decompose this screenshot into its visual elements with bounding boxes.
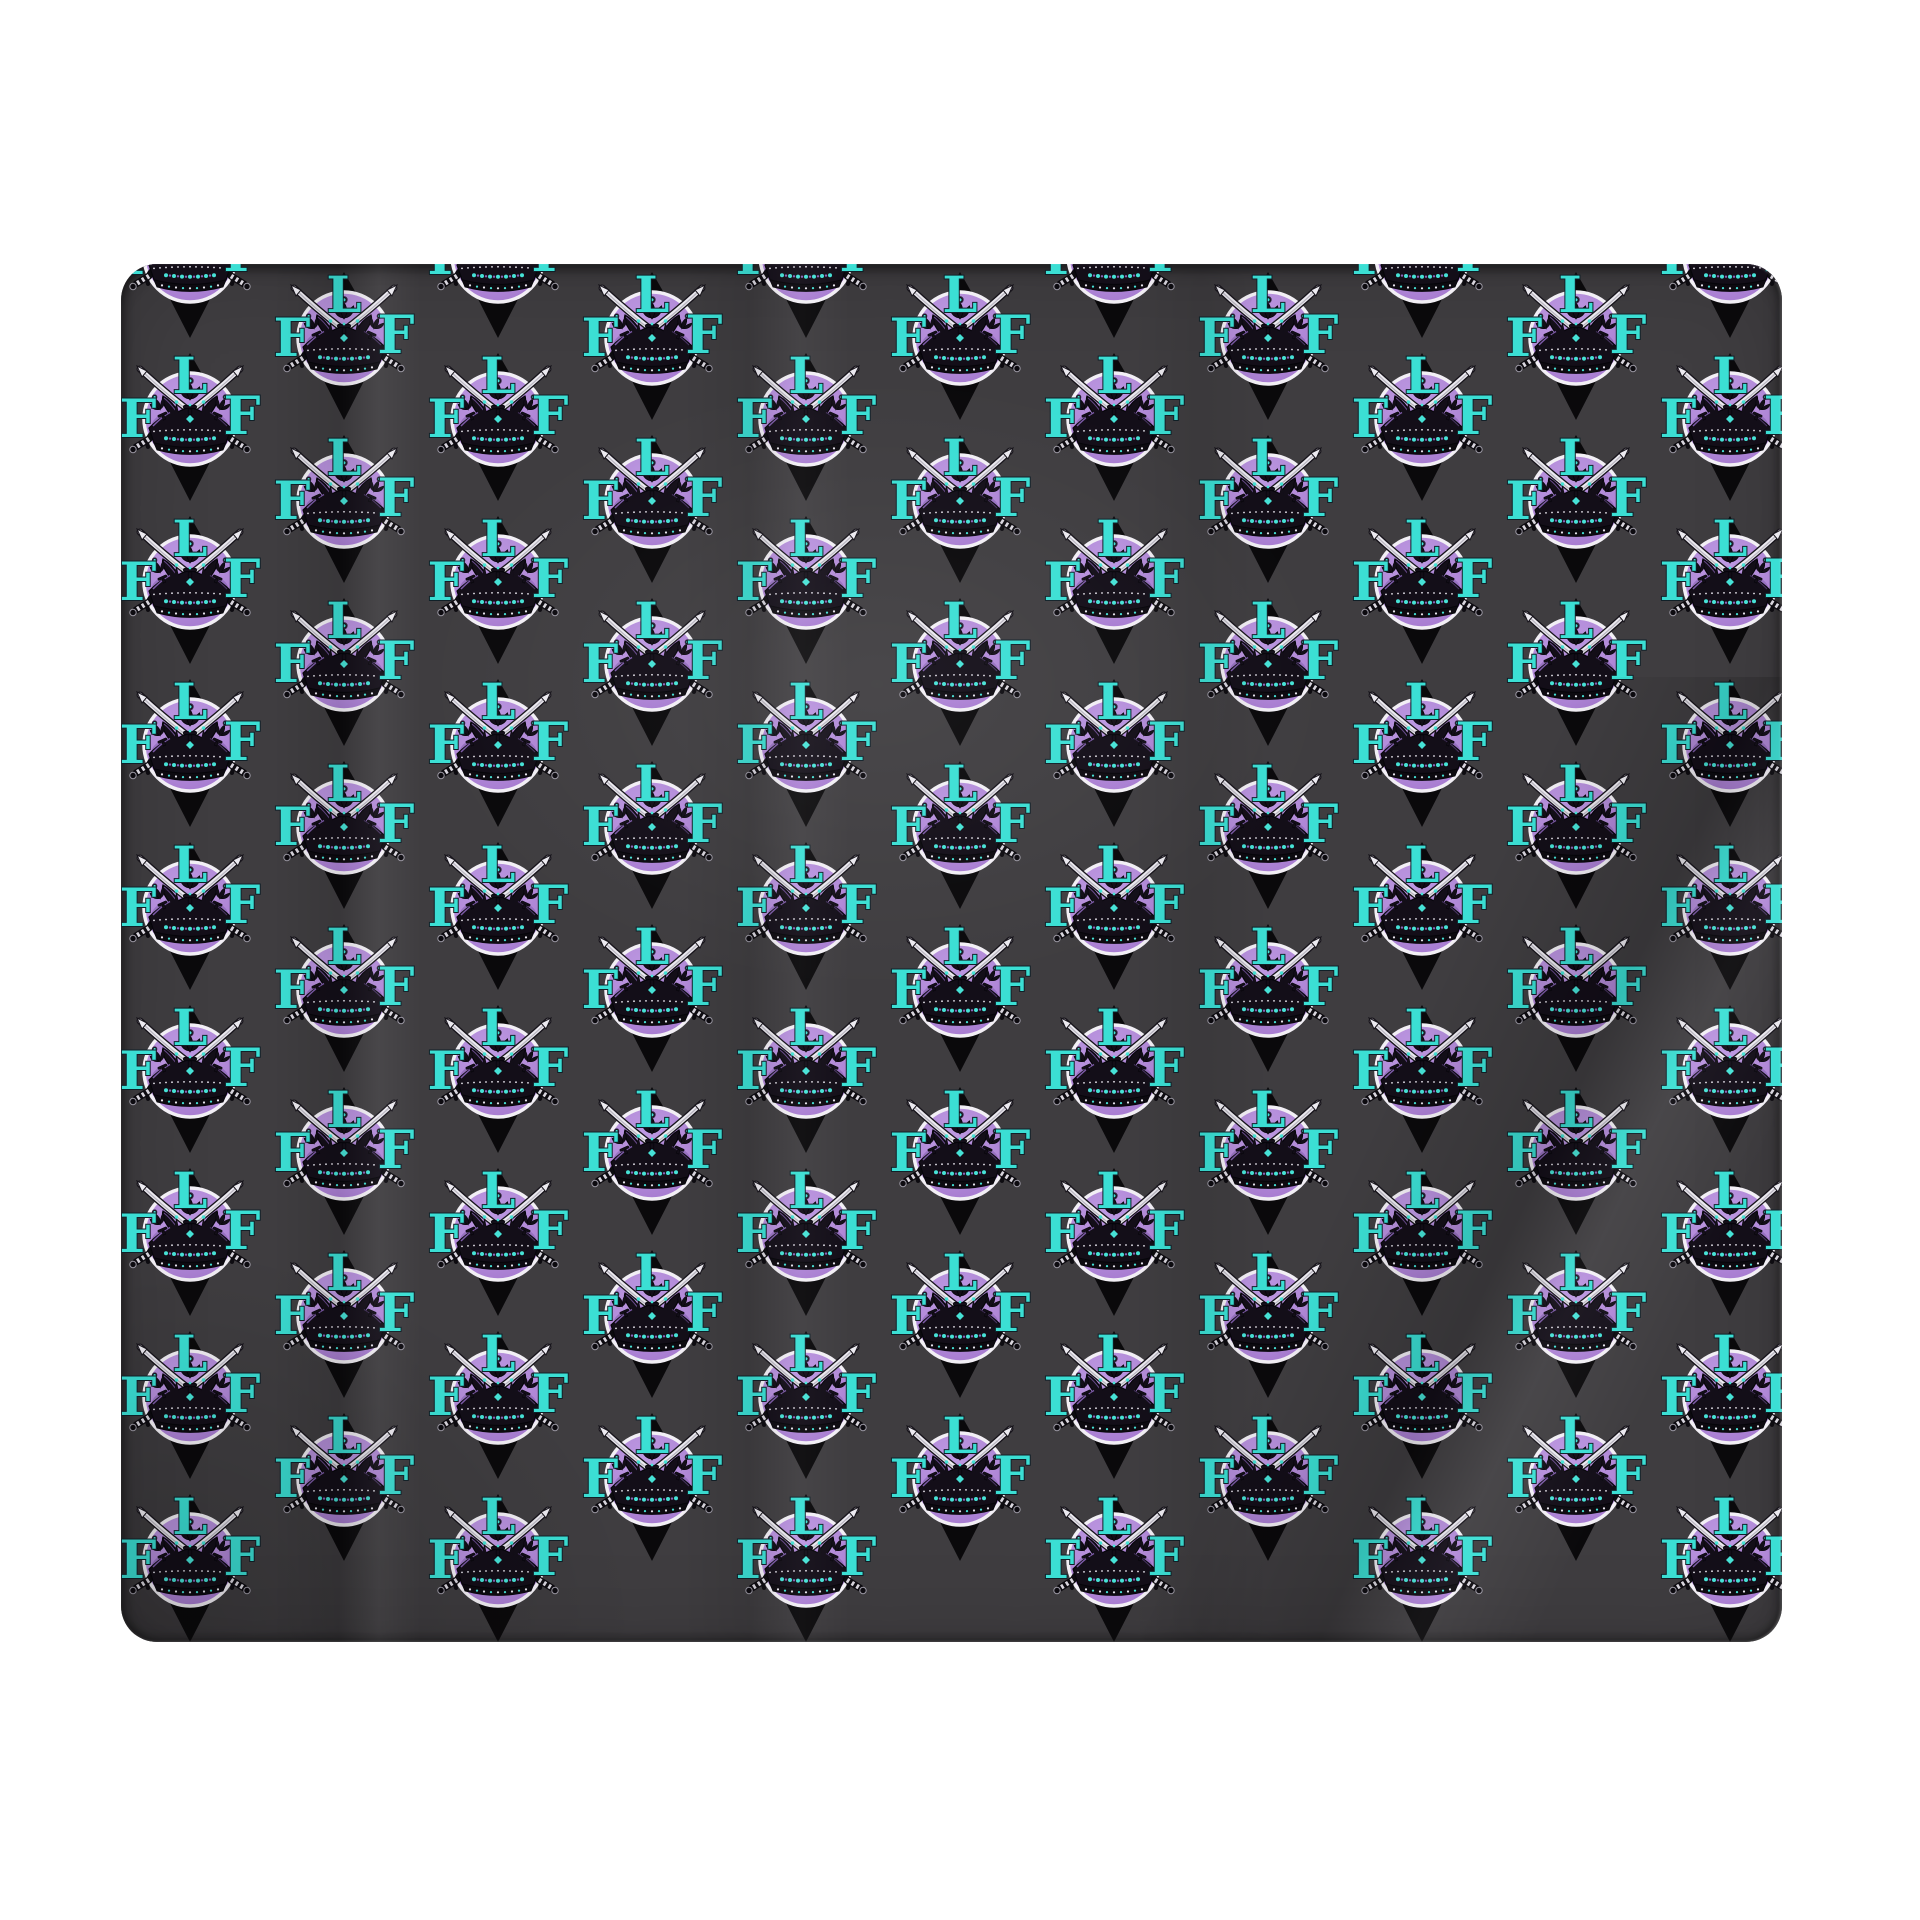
lff-logo-instance	[1506, 265, 1647, 420]
lff-logo-instance	[1352, 1161, 1493, 1316]
lff-logo-instance	[1044, 264, 1185, 338]
lff-logo-instance	[428, 264, 569, 338]
lff-logo-instance	[582, 754, 723, 909]
lff-logo-instance	[736, 264, 877, 338]
lff-logo-instance	[1660, 264, 1782, 338]
lff-logo-instance	[582, 1406, 723, 1561]
lff-logo-instance	[582, 1243, 723, 1398]
lff-logo-instance	[1352, 1324, 1493, 1479]
lff-logo-instance	[1352, 672, 1493, 827]
lff-logo-instance	[1506, 1080, 1647, 1235]
lff-logo-instance	[1044, 1161, 1185, 1316]
lff-logo-instance	[1660, 835, 1782, 990]
lff-logo-instance	[582, 265, 723, 420]
lff-logo-instance	[1352, 1487, 1493, 1642]
lff-logo-instance	[121, 509, 261, 664]
lff-logo-instance	[1506, 754, 1647, 909]
lff-logo-instance	[890, 1243, 1031, 1398]
lff-logo-instance	[1044, 1324, 1185, 1479]
pattern-grid	[121, 264, 1782, 1642]
lff-logo-instance	[1506, 428, 1647, 583]
lff-logo-instance	[428, 346, 569, 501]
lff-logo-instance	[428, 1324, 569, 1479]
lff-logo-instance	[736, 346, 877, 501]
lff-logo-instance	[890, 591, 1031, 746]
lff-logo-instance	[890, 428, 1031, 583]
lff-logo-instance	[274, 1243, 415, 1398]
lff-logo-instance	[736, 835, 877, 990]
lff-logo-instance	[736, 672, 877, 827]
lff-logo-instance	[1352, 509, 1493, 664]
lff-logo-instance	[736, 1324, 877, 1479]
lff-logo-instance	[1198, 917, 1339, 1072]
lff-logo-instance	[1506, 1406, 1647, 1561]
lff-logo-instance	[428, 835, 569, 990]
lff-logo-instance	[121, 672, 261, 827]
lff-logo-instance	[121, 264, 261, 338]
lff-logo-instance	[274, 428, 415, 583]
lff-logo-instance	[890, 917, 1031, 1072]
lff-logo-instance	[1660, 1161, 1782, 1316]
lff-logo-instance	[1660, 1324, 1782, 1479]
lff-logo-instance	[1198, 428, 1339, 583]
lff-logo-instance	[890, 1406, 1031, 1561]
lff-logo-instance	[121, 1161, 261, 1316]
lff-logo-instance	[1044, 1487, 1185, 1642]
lff-logo-instance	[1352, 264, 1493, 338]
lff-logo-instance	[1044, 509, 1185, 664]
lff-logo-instance	[1198, 591, 1339, 746]
lff-logo-instance	[274, 265, 415, 420]
blanket: L F F	[121, 264, 1782, 1642]
lff-logo-instance	[890, 1080, 1031, 1235]
lff-logo-instance	[1660, 672, 1782, 827]
lff-logo-instance	[890, 754, 1031, 909]
lff-logo-instance	[1044, 998, 1185, 1153]
lff-logo-instance	[121, 835, 261, 990]
lff-logo-instance	[121, 346, 261, 501]
lff-logo-instance	[274, 754, 415, 909]
lff-logo-instance	[1198, 265, 1339, 420]
lff-logo-instance	[736, 998, 877, 1153]
lff-logo-instance	[1352, 998, 1493, 1153]
lff-logo-instance	[1660, 509, 1782, 664]
lff-logo-instance	[1352, 346, 1493, 501]
lff-logo-instance	[1044, 672, 1185, 827]
lff-logo-instance	[1352, 835, 1493, 990]
lff-logo-instance	[582, 428, 723, 583]
lff-logo-instance	[582, 1080, 723, 1235]
lff-logo-instance	[582, 591, 723, 746]
lff-logo-instance	[1044, 346, 1185, 501]
lff-logo-instance	[1660, 998, 1782, 1153]
lff-logo-instance	[428, 509, 569, 664]
lff-logo-instance	[428, 672, 569, 827]
lff-logo-instance	[1506, 917, 1647, 1072]
lff-logo-instance	[121, 998, 261, 1153]
lff-logo-instance	[1660, 346, 1782, 501]
lff-logo-instance	[274, 1406, 415, 1561]
lff-logo-instance	[736, 509, 877, 664]
lff-logo-instance	[1506, 1243, 1647, 1398]
lff-logo-instance	[1044, 835, 1185, 990]
lff-logo-instance	[736, 1487, 877, 1642]
lff-logo-instance	[1660, 1487, 1782, 1642]
lff-logo-instance	[428, 1161, 569, 1316]
lff-logo-instance	[582, 917, 723, 1072]
lff-logo-instance	[274, 1080, 415, 1235]
lff-logo-instance	[1198, 1243, 1339, 1398]
lff-logo-instance	[121, 1324, 261, 1479]
lff-logo-instance	[1198, 1406, 1339, 1561]
lff-logo-instance	[274, 591, 415, 746]
lff-logo-instance	[428, 998, 569, 1153]
lff-logo-instance	[428, 1487, 569, 1642]
lff-logo-instance	[274, 917, 415, 1072]
lff-logo-instance	[736, 1161, 877, 1316]
lff-logo-instance	[1506, 591, 1647, 746]
lff-logo-instance	[1198, 754, 1339, 909]
pattern-svg: L F F	[121, 264, 1782, 1642]
lff-logo-instance	[1198, 1080, 1339, 1235]
lff-logo-instance	[121, 1487, 261, 1642]
lff-logo-instance	[890, 265, 1031, 420]
